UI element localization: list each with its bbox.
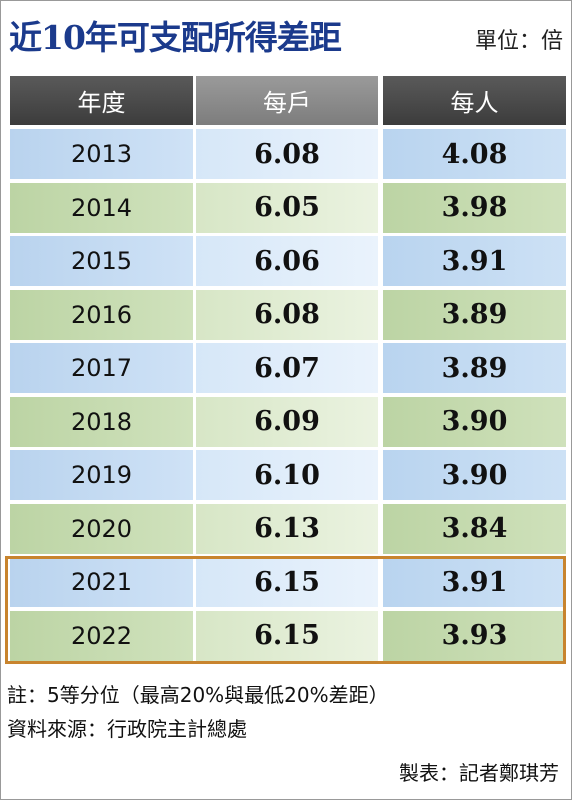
year-cell: 2013 [10, 129, 193, 179]
value-cell: 3.89 [383, 289, 566, 340]
note: 資料來源：行政院主計總處 [7, 717, 247, 741]
value-cell: 6.05 [196, 182, 378, 233]
column-header: 每人 [383, 76, 566, 125]
value-cell: 3.90 [383, 450, 566, 500]
year-cell: 2017 [10, 343, 193, 393]
value-cell: 6.08 [196, 289, 378, 340]
value-cell: 6.10 [196, 450, 378, 500]
value-cell: 6.13 [196, 503, 378, 554]
year-cell: 2021 [10, 557, 193, 607]
value-cell: 3.90 [383, 396, 566, 447]
value-cell: 3.98 [383, 182, 566, 233]
value-cell: 3.84 [383, 503, 566, 554]
year-cell: 2016 [10, 289, 193, 340]
value-cell: 3.89 [383, 343, 566, 393]
value-cell: 3.93 [383, 610, 566, 661]
year-cell: 2015 [10, 236, 193, 286]
value-cell: 6.09 [196, 396, 378, 447]
title: 近10年可支配所得差距 [9, 18, 342, 57]
value-cell: 6.15 [196, 610, 378, 661]
column-header: 每戶 [196, 76, 378, 125]
value-cell: 6.15 [196, 557, 378, 607]
unit: 單位：倍 [474, 29, 563, 54]
year-cell: 2018 [10, 396, 193, 447]
year-cell: 2019 [10, 450, 193, 500]
column-header: 年度 [10, 76, 193, 125]
value-cell: 6.06 [196, 236, 378, 286]
value-cell: 6.07 [196, 343, 378, 393]
value-cell: 3.91 [383, 236, 566, 286]
year-cell: 2022 [10, 610, 193, 661]
value-cell: 4.08 [383, 129, 566, 179]
value-cell: 6.08 [196, 129, 378, 179]
credit: 製表：記者鄭琪芳 [399, 761, 559, 785]
note: 註：5等分位（最高20%與最低20%差距） [7, 683, 389, 707]
year-cell: 2020 [10, 503, 193, 554]
highlight-box [5, 556, 566, 664]
year-cell: 2014 [10, 182, 193, 233]
value-cell: 3.91 [383, 557, 566, 607]
